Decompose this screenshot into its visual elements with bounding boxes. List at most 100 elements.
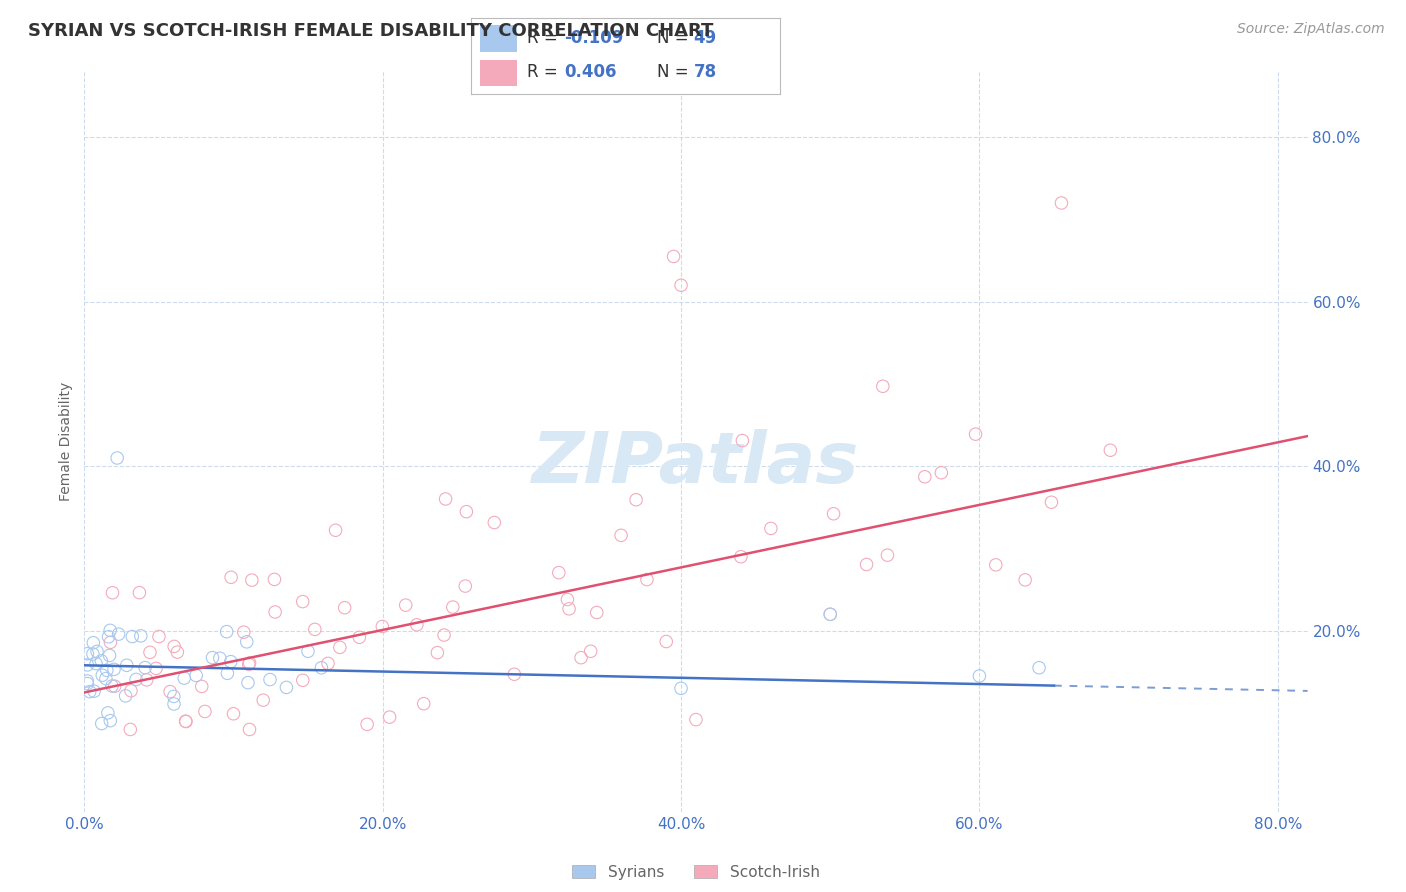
Text: -0.109: -0.109 [564, 29, 623, 47]
Point [655, 634, 678, 648]
Point [395, 598, 418, 612]
Point [82, 647, 104, 661]
Point [731, 434, 754, 448]
Point [685, 713, 707, 727]
Text: R =: R = [527, 63, 557, 81]
Point [1099, 443, 1122, 458]
Point [297, 644, 319, 658]
Point [876, 548, 898, 562]
Point [128, 585, 150, 599]
Point [163, 690, 186, 704]
Point [662, 250, 685, 264]
Point [872, 379, 894, 393]
Point [98, 648, 121, 663]
Point [579, 644, 602, 658]
Point [610, 528, 633, 542]
Point [121, 630, 143, 644]
Point [264, 605, 287, 619]
Point [90, 654, 112, 668]
Point [636, 573, 658, 587]
Text: R =: R = [527, 29, 557, 47]
Point [94, 672, 117, 686]
Point [855, 558, 877, 572]
Point [914, 469, 936, 483]
Point [98, 714, 121, 728]
Point [276, 681, 298, 695]
Point [238, 723, 260, 737]
Bar [481, 26, 517, 52]
Point [101, 679, 124, 693]
Point [76, 676, 98, 690]
Point [173, 671, 195, 685]
Point [129, 629, 152, 643]
Point [166, 645, 188, 659]
Point [378, 710, 401, 724]
Point [84, 657, 107, 671]
Point [238, 657, 260, 672]
Point [194, 705, 217, 719]
Point [1050, 196, 1073, 211]
Point [135, 673, 157, 687]
Point [316, 657, 339, 671]
Point [186, 668, 208, 682]
Point [311, 661, 333, 675]
Point [371, 619, 394, 633]
Point [97, 706, 120, 720]
Point [1040, 495, 1063, 509]
Point [98, 624, 121, 638]
Point [454, 579, 477, 593]
Point [503, 667, 526, 681]
Point [818, 607, 841, 622]
Point [965, 427, 987, 442]
Point [148, 630, 170, 644]
Point [456, 505, 478, 519]
Point [412, 697, 434, 711]
Text: 49: 49 [693, 29, 717, 47]
Point [105, 450, 128, 465]
Point [291, 594, 314, 608]
Point [76, 673, 98, 688]
Point [163, 697, 186, 711]
Point [90, 716, 112, 731]
Point [125, 673, 148, 687]
Point [441, 600, 464, 615]
Point [163, 640, 186, 654]
Point [669, 278, 692, 293]
Point [96, 663, 118, 677]
Text: 0.406: 0.406 [564, 63, 616, 81]
Point [823, 507, 845, 521]
Point [818, 607, 841, 622]
Point [931, 466, 953, 480]
Point [405, 617, 427, 632]
Bar [481, 60, 517, 87]
Point [100, 635, 122, 649]
Point [139, 645, 162, 659]
Point [434, 491, 457, 506]
Point [159, 684, 181, 698]
Point [356, 717, 378, 731]
Point [120, 723, 142, 737]
Point [219, 655, 242, 669]
Point [101, 586, 124, 600]
Point [217, 666, 239, 681]
Point [208, 651, 231, 665]
Point [304, 623, 326, 637]
Point [569, 650, 592, 665]
Point [1014, 573, 1036, 587]
Text: N =: N = [657, 63, 688, 81]
Legend: Syrians, Scotch-Irish: Syrians, Scotch-Irish [567, 858, 825, 886]
Point [1028, 661, 1050, 675]
Point [325, 523, 347, 537]
Point [145, 661, 167, 675]
Point [219, 570, 242, 584]
Point [86, 644, 108, 658]
Point [759, 521, 782, 535]
Point [232, 625, 254, 640]
Point [239, 656, 262, 670]
Point [76, 657, 98, 672]
Point [585, 606, 607, 620]
Point [83, 684, 105, 698]
Point [91, 668, 114, 682]
Point [107, 627, 129, 641]
Point [115, 658, 138, 673]
